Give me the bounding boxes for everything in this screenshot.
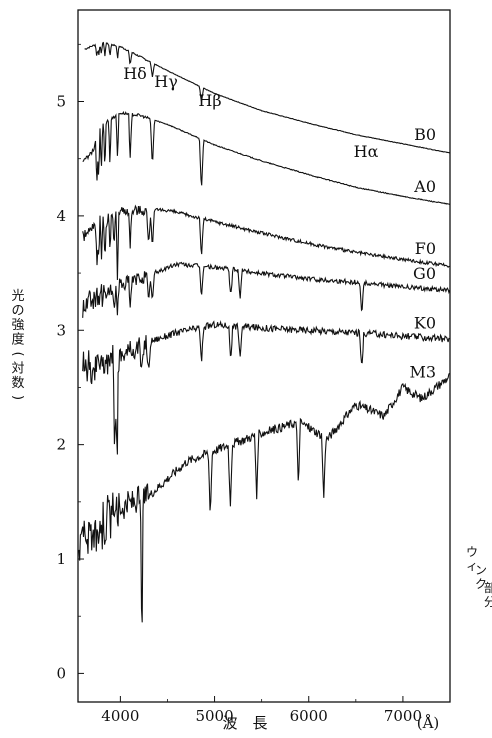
x-axis-unit: (Å) [417,714,440,732]
y-axis: 0 1 2 3 4 5 [56,43,84,682]
y-tick-label: 1 [56,550,66,568]
y-label-char: ( [10,351,25,356]
y-label-char: 対 [11,362,24,377]
line-label: Hδ [123,64,147,83]
side-char: ウ [466,545,478,559]
y-label-char: ) [10,395,25,400]
y-label-char: 光 [11,289,24,304]
line-label: Hγ [154,72,178,91]
series-label-a0: A0 [413,177,436,196]
plot-area: B0 A0 F0 G0 K0 M3 Hδ Hγ Hβ Hα [78,41,451,623]
x-axis: 4000 5000 6000 7000 [101,696,451,725]
side-char: ン [475,563,487,577]
y-tick-label: 2 [56,436,66,454]
y-label-char: の [11,304,24,319]
series-line-k0 [82,320,450,455]
x-tick-label: 4000 [101,707,139,725]
x-tick-label: 5000 [195,707,233,725]
plot-frame [77,9,451,703]
y-label-char: 強 [11,318,24,333]
x-axis-label: 波 長 [222,714,267,732]
x-tick-label: 7000 [384,707,422,725]
y-label-char: 数 [11,376,24,391]
y-label-char: 度 [11,332,24,348]
side-char: 部 [484,580,492,595]
y-tick-label: 4 [56,207,66,225]
series-line-a0 [82,110,450,206]
side-char: ク [475,577,487,591]
series-label-g0: G0 [413,264,436,283]
line-label: Hα [354,142,379,161]
x-tick-label: 6000 [290,707,328,725]
line-label: Hβ [198,91,221,110]
series-label-m3: M3 [409,362,436,381]
series-line-g0 [82,261,451,318]
series-line-f0 [82,204,450,281]
side-char: ィ [466,559,478,573]
series-label-f0: F0 [415,239,436,258]
series-label-k0: K0 [414,313,436,332]
series-line-b0 [84,41,451,154]
side-char: 分 [484,595,492,609]
series-label-b0: B0 [414,125,436,144]
y-tick-label: 5 [56,93,66,111]
series-line-m3 [78,372,450,623]
y-tick-label: 0 [56,664,66,682]
y-tick-label: 3 [56,321,66,339]
